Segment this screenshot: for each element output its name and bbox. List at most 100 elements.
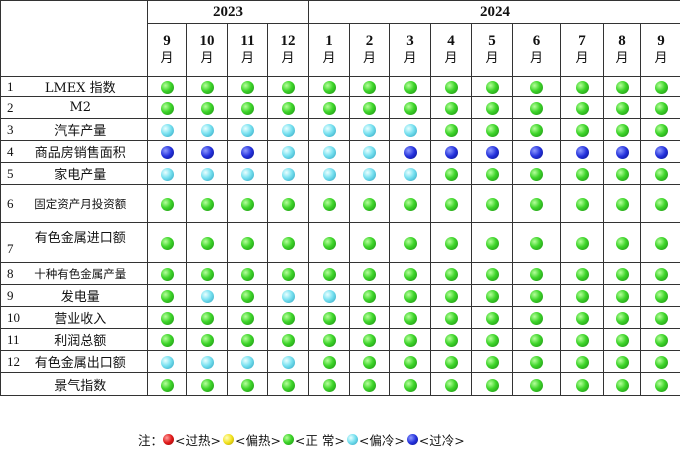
status-cell [227,162,268,185]
status-cell [227,372,268,396]
status-cell [227,96,268,119]
status-green-dot-icon [530,334,543,347]
indicator-name-cell: 家电产量 [13,162,148,185]
status-green-dot-icon [654,290,668,303]
status-cell [147,328,187,351]
status-green-dot-icon [530,290,543,303]
status-cell [349,262,390,285]
status-green-dot-icon [485,268,499,281]
indicator-name: LMEX 指数 [44,81,116,96]
status-cell [349,372,390,396]
status-cell [227,222,268,263]
status-cell [603,262,641,285]
status-green-dot-icon [575,237,589,250]
legend-cyan-dot-icon [346,434,358,445]
status-cell [639,284,680,307]
indicator-name-cell: LMEX 指数 [13,76,148,97]
indicator-name-cell: 固定资产月投资额 [13,184,148,223]
status-cell [512,140,561,163]
year-header: 2024 [307,0,680,24]
status-cell [349,184,390,223]
month-number: 3 [406,33,414,49]
status-green-dot-icon [200,312,214,325]
status-cell [512,306,561,329]
status-green-dot-icon [444,81,458,94]
status-cell [186,76,228,97]
status-green-dot-icon [575,124,589,137]
legend-yellow-dot-icon [222,434,234,445]
status-blue-dot-icon [403,146,417,159]
status-blue-dot-icon [200,146,214,159]
month-header-row: 9 月 10 月 11 月 12 月 1 月 2 月 3 月 4 月 5 月 6 月 7 月 8 月 9 月 [1,23,680,77]
status-green-dot-icon [654,268,668,281]
status-cell [349,328,390,351]
month-number: 7 [578,33,586,49]
table-row: 6 固定资产月投资额 [0,184,680,223]
status-cell [308,222,350,263]
status-green-dot-icon [160,290,174,303]
row-index: 3 [7,121,14,137]
status-green-dot-icon [160,268,174,281]
status-cell [389,306,431,329]
status-green-dot-icon [363,312,376,325]
status-cell [308,76,350,97]
status-cell [389,96,431,119]
status-green-dot-icon [530,378,543,392]
row-index: 1 [7,78,14,94]
status-cell [603,118,641,141]
status-cell [430,96,472,119]
status-cell [430,328,472,351]
year-header-row: 2023 2024 [0,0,680,77]
status-cell [639,328,680,351]
indicator-name-cell: 发电量 [13,284,148,307]
status-cell [267,350,309,373]
status-cell [147,350,187,373]
status-cyan-dot-icon [322,124,336,137]
status-cell [267,328,309,351]
legend-item: <过冷> [406,430,465,449]
status-green-dot-icon [363,81,376,94]
status-green-dot-icon [485,334,499,347]
status-green-dot-icon [160,378,174,392]
month-number: 1 [325,33,333,49]
status-green-dot-icon [160,237,174,250]
status-green-dot-icon [322,102,336,115]
status-cell [639,222,680,263]
climate-indicator-table: 2023 2024 9 月 10 月 11 月 12 月 1 月 2 月 3 月 4 月 5 月 6 月 7 月 8 月 9 月 1 LM… [0,0,680,396]
month-number: 9 [657,33,665,49]
status-green-dot-icon [281,312,295,325]
month-label: 月 [529,51,543,66]
status-cyan-dot-icon [281,168,295,181]
status-cell [560,306,604,329]
status-cell [389,118,431,141]
status-green-dot-icon [363,290,376,303]
status-cell [512,96,561,119]
status-cell [560,76,604,97]
status-cell [471,284,513,307]
status-green-dot-icon [615,378,629,392]
status-green-dot-icon [444,378,458,392]
status-cell [512,328,561,351]
month-label: 月 [160,51,174,66]
status-cyan-dot-icon [281,124,295,137]
status-green-dot-icon [403,378,417,392]
status-green-dot-icon [200,81,214,94]
status-cell [639,372,680,396]
status-cyan-dot-icon [363,168,376,181]
status-cell [349,222,390,263]
indicator-name: 家电产量 [54,168,107,183]
status-cell [227,184,268,223]
status-green-dot-icon [363,237,376,250]
status-blue-dot-icon [615,146,629,159]
status-cell [147,222,187,263]
row-index: 5 [7,165,14,181]
month-label: 月 [362,51,376,66]
status-green-dot-icon [363,268,376,281]
legend-prefix: 注： [138,433,164,448]
status-green-dot-icon [322,237,336,250]
status-cell [349,140,390,163]
row-index: 12 [7,353,20,369]
